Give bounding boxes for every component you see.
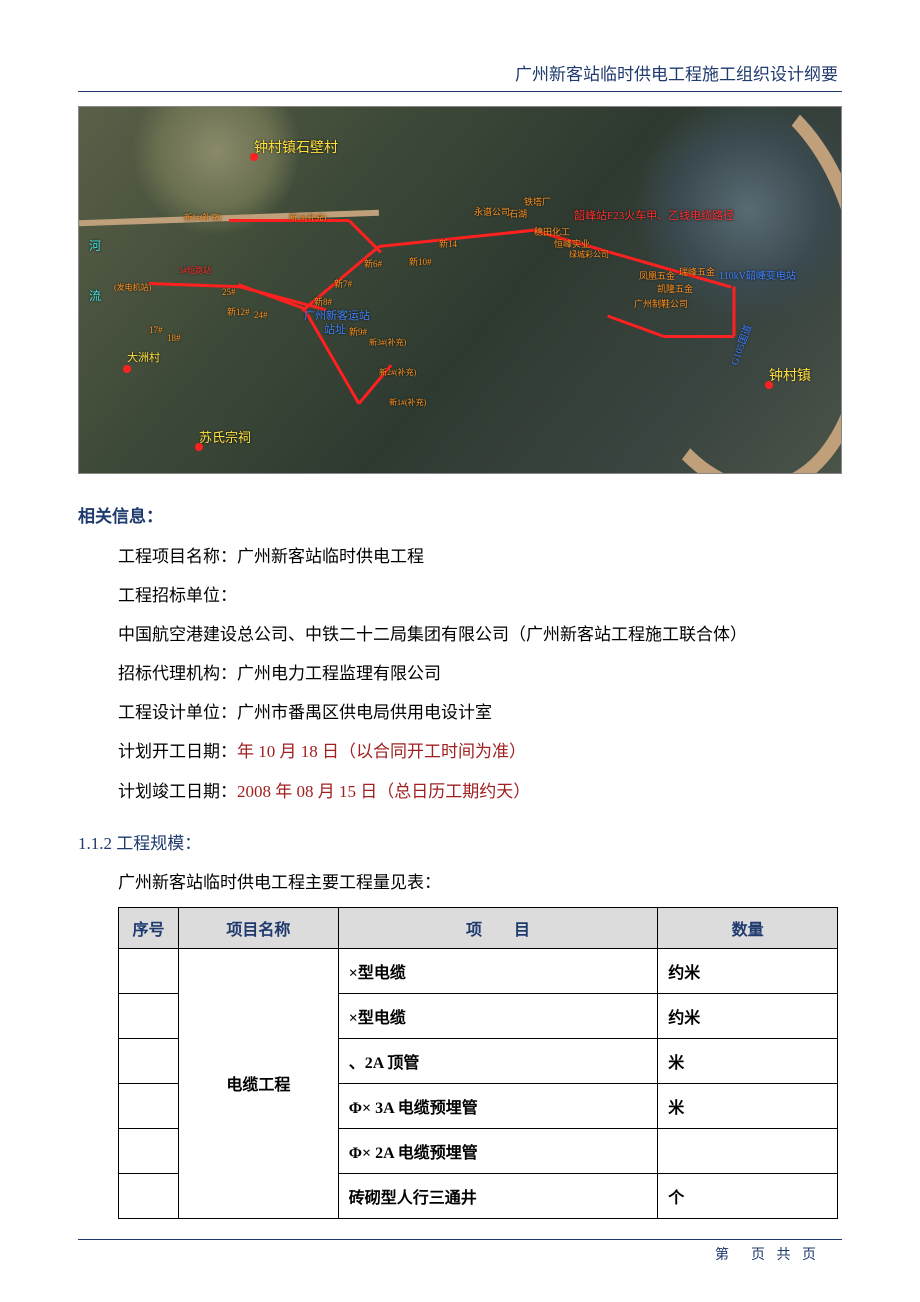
map-label: 凤凰五金 xyxy=(639,269,675,282)
map-label: 新7# xyxy=(334,277,352,290)
page-header-title: 广州新客站临时供电工程施工组织设计纲要 xyxy=(78,60,842,85)
map-route-line xyxy=(664,335,734,338)
map-label: 18# xyxy=(167,333,181,343)
info-line: 中国航空港建设总公司、中铁二十二局集团有限公司（广州新客站工程施工联合体） xyxy=(118,615,842,654)
info-line: 计划开工日期：年 10 月 18 日（以合同开工时间为准） xyxy=(118,732,842,771)
map-label: 站址 xyxy=(324,321,346,337)
map-label: 新10# xyxy=(409,255,432,268)
map-label: 铁塔厂 xyxy=(524,195,551,208)
row-item-cell: Φ× 3A 电缆预埋管 xyxy=(338,1083,658,1128)
map-label: 广州制鞋公司 xyxy=(634,297,688,310)
map-label: 石湖 xyxy=(509,207,527,220)
info-line-label: 计划竣工日期： xyxy=(118,782,237,801)
row-qty-cell xyxy=(658,1128,838,1173)
map-label: 钟村镇石壁村 xyxy=(254,137,338,157)
map-label: 110kV韶峰变电站 xyxy=(719,267,796,282)
page-footer: 第 页 共 页 xyxy=(715,1244,820,1264)
map-label: 新12# xyxy=(227,305,250,318)
map-label: 瑞峰五金 xyxy=(679,265,715,278)
map-label: 新14 xyxy=(439,237,457,250)
map-label: 苏氏宗祠 xyxy=(199,427,251,446)
info-line: 招标代理机构：广州电力工程监理有限公司 xyxy=(118,654,842,693)
info-line: 计划竣工日期：2008 年 08 月 15 日（总日历工期约天） xyxy=(118,772,842,811)
row-index-cell xyxy=(119,1083,179,1128)
row-qty-cell: 约米 xyxy=(658,993,838,1038)
map-label: 新6# xyxy=(364,257,382,270)
map-label: (发电机站) xyxy=(114,282,151,293)
map-label: 韶峰站F23火车甲、乙线电缆路径 xyxy=(574,207,734,223)
map-label: 永谱公司 xyxy=(474,205,510,218)
map-label: 新2#(补充) xyxy=(379,367,416,378)
row-item-cell: 砖砌型人行三通井 xyxy=(338,1173,658,1218)
row-qty-cell: 米 xyxy=(658,1083,838,1128)
map-label: 25# xyxy=(222,287,236,297)
info-line: 工程项目名称：广州新客站临时供电工程 xyxy=(118,537,842,576)
row-index-cell xyxy=(119,993,179,1038)
info-line: 工程招标单位： xyxy=(118,576,842,615)
map-label: 17# xyxy=(149,325,163,335)
info-line: 工程设计单位：广州市番禺区供电局供用电设计室 xyxy=(118,693,842,732)
map-label: 24# xyxy=(254,310,268,320)
map-label: 新1#(补充) xyxy=(184,212,221,223)
map-label: 新8# xyxy=(314,295,332,308)
map-label: 绿城彩公司 xyxy=(569,249,609,260)
footer-rule xyxy=(78,1239,842,1240)
info-line-label: 计划开工日期： xyxy=(118,742,237,761)
row-index-cell xyxy=(119,1128,179,1173)
map-label: 钟村镇 xyxy=(769,365,811,385)
header-rule xyxy=(78,91,842,92)
map-marker-dot xyxy=(123,365,131,373)
row-item-cell: Φ× 2A 电缆预埋管 xyxy=(338,1128,658,1173)
table-header-cell: 项 目 xyxy=(338,907,658,948)
map-label: 大洲村 xyxy=(127,349,160,365)
table-row: 电缆工程×型电缆约米 xyxy=(119,948,838,993)
table-header-cell: 序号 xyxy=(119,907,179,948)
map-label: 新3#(补充) xyxy=(369,337,406,348)
row-item-cell: ×型电缆 xyxy=(338,993,658,1038)
row-qty-cell: 约米 xyxy=(658,948,838,993)
table-header-cell: 项目名称 xyxy=(178,907,338,948)
row-item-cell: ×型电缆 xyxy=(338,948,658,993)
info-block: 工程项目名称：广州新客站临时供电工程工程招标单位：中国航空港建设总公司、中铁二十… xyxy=(78,537,842,811)
row-index-cell xyxy=(119,1038,179,1083)
map-label: 凯隆五金 xyxy=(657,282,693,295)
site-map-figure: 钟村镇石壁村钟村镇苏氏宗祠大洲村广州新客运站站址韶峰站F23火车甲、乙线电缆路径… xyxy=(78,106,842,474)
info-line-value: 2008 年 08 月 15 日（总日历工期约天） xyxy=(237,782,530,801)
map-label: 新1#(补充) xyxy=(389,397,426,408)
map-label: 新2#(补充) xyxy=(289,212,326,223)
row-index-cell xyxy=(119,1173,179,1218)
row-index-cell xyxy=(119,948,179,993)
table-header-row: 序号项目名称项 目数量 xyxy=(119,907,838,948)
quantity-table: 序号项目名称项 目数量 电缆工程×型电缆约米×型电缆约米、2A 顶管米Φ× 3A… xyxy=(118,907,838,1219)
row-qty-cell: 米 xyxy=(658,1038,838,1083)
row-item-cell: 、2A 顶管 xyxy=(338,1038,658,1083)
info-line-value: 年 10 月 18 日（以合同开工时间为准） xyxy=(237,742,526,761)
scale-section-label: 1.1.2 工程规模： xyxy=(78,829,842,854)
table-intro: 广州新客站临时供电工程主要工程量见表： xyxy=(78,868,842,893)
table-header-cell: 数量 xyxy=(658,907,838,948)
map-label: 3#短路站 xyxy=(179,265,211,276)
map-label: 新9# xyxy=(349,325,367,338)
info-section-label: 相关信息： xyxy=(78,502,842,527)
map-label: 河 xyxy=(89,237,101,254)
map-label: 流 xyxy=(89,287,101,304)
row-group-cell: 电缆工程 xyxy=(178,948,338,1218)
map-route-line xyxy=(733,287,736,337)
row-qty-cell: 个 xyxy=(658,1173,838,1218)
